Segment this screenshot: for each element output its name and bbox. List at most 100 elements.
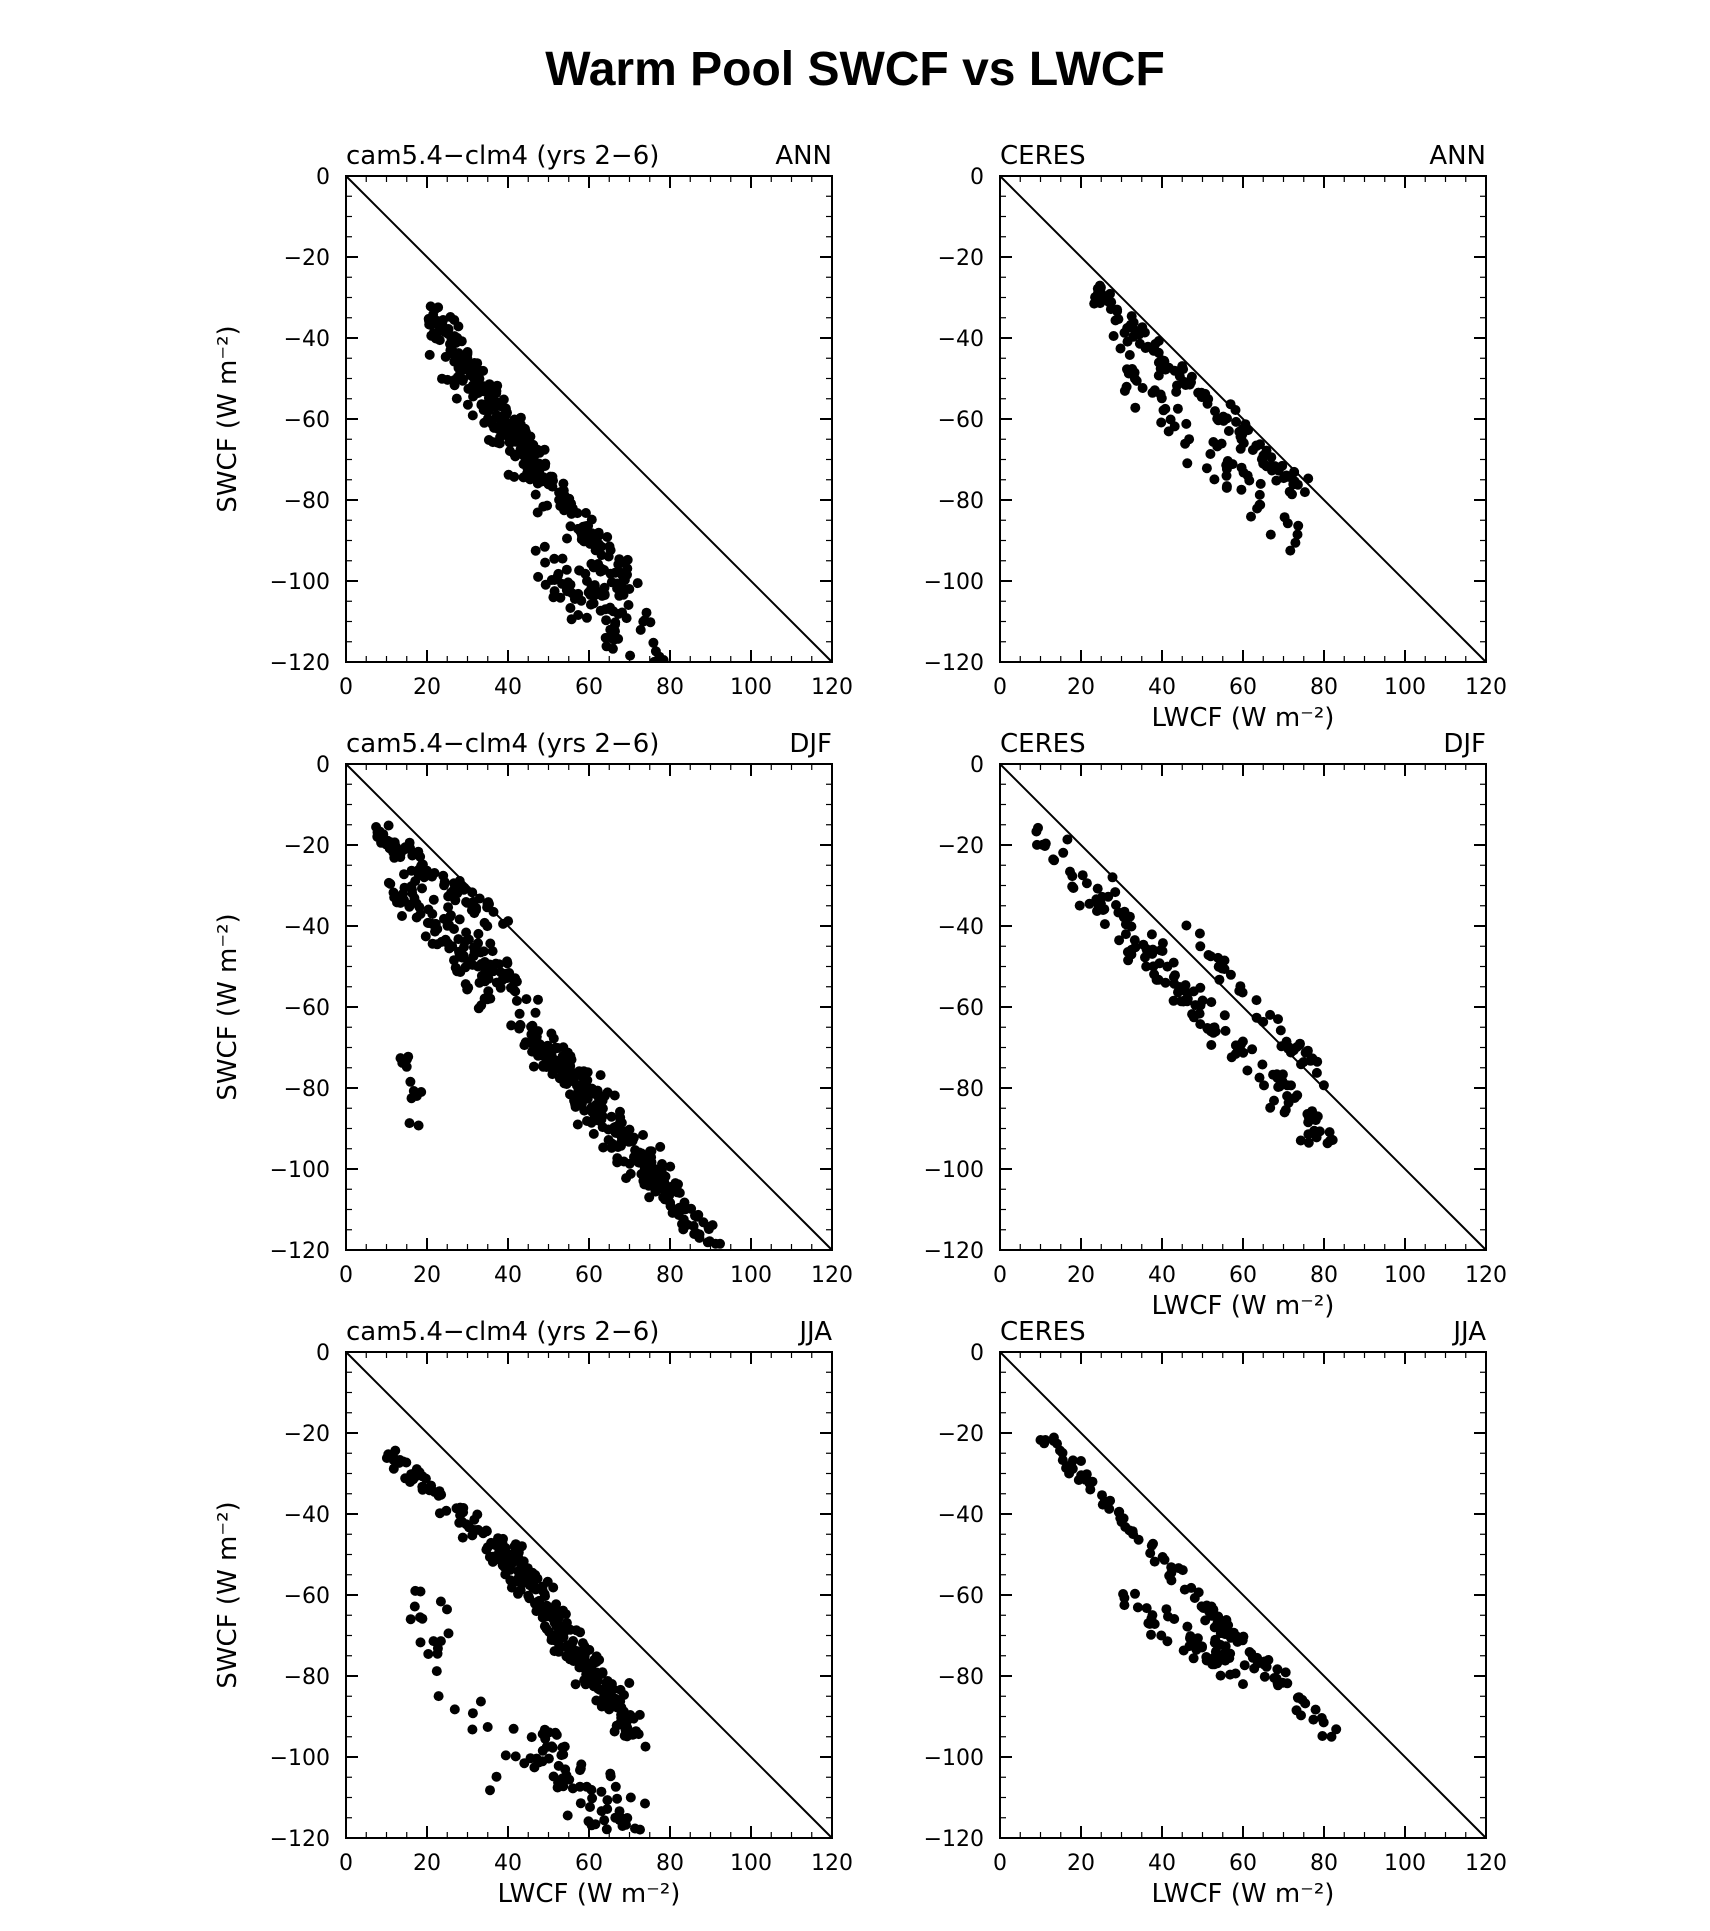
data-point bbox=[1269, 1095, 1279, 1106]
data-point bbox=[1157, 938, 1168, 949]
data-point bbox=[1254, 489, 1265, 500]
data-point bbox=[475, 1696, 486, 1707]
data-point bbox=[1171, 386, 1182, 397]
data-point bbox=[557, 553, 568, 564]
data-point bbox=[566, 508, 577, 519]
data-point bbox=[1266, 452, 1277, 463]
data-point bbox=[1240, 419, 1251, 430]
data-point bbox=[500, 403, 511, 414]
data-point bbox=[1148, 961, 1159, 972]
data-point bbox=[1287, 489, 1297, 500]
data-point bbox=[1292, 1090, 1303, 1101]
data-point bbox=[604, 1699, 615, 1710]
data-point bbox=[1238, 467, 1249, 478]
data-point bbox=[1130, 942, 1141, 953]
data-point bbox=[638, 1130, 648, 1140]
data-point bbox=[1272, 1664, 1283, 1675]
data-point bbox=[1219, 412, 1229, 423]
x-tick-label: 60 bbox=[575, 1851, 603, 1876]
data-point bbox=[619, 1721, 630, 1732]
data-point bbox=[1225, 1669, 1236, 1680]
data-point bbox=[589, 1114, 599, 1125]
data-point bbox=[1203, 950, 1214, 960]
data-point bbox=[1182, 458, 1193, 469]
data-point bbox=[625, 1168, 636, 1179]
data-point bbox=[491, 977, 502, 988]
data-point bbox=[1290, 537, 1301, 548]
y-tick-label: −40 bbox=[284, 1503, 330, 1528]
data-point bbox=[438, 870, 449, 881]
x-tick-label: 20 bbox=[413, 675, 441, 700]
data-point bbox=[1178, 364, 1189, 375]
data-point bbox=[531, 1606, 542, 1617]
data-point bbox=[546, 1632, 557, 1643]
data-point bbox=[493, 1554, 504, 1565]
data-point bbox=[1272, 1678, 1283, 1689]
data-point bbox=[1235, 443, 1246, 454]
data-point bbox=[551, 1599, 562, 1610]
y-tick-label: −20 bbox=[938, 834, 984, 859]
figure-title: Warm Pool SWCF vs LWCF bbox=[545, 43, 1165, 96]
data-point bbox=[479, 417, 490, 428]
data-point bbox=[549, 1646, 560, 1657]
data-point bbox=[536, 1050, 547, 1061]
panel-title-left: cam5.4−clm4 (yrs 2−6) bbox=[346, 729, 659, 759]
data-point bbox=[417, 883, 427, 894]
data-point bbox=[1062, 834, 1073, 845]
data-point bbox=[595, 1093, 606, 1104]
data-point bbox=[621, 1819, 631, 1830]
x-tick-label: 80 bbox=[1310, 1851, 1338, 1876]
data-point bbox=[1303, 1111, 1314, 1122]
data-point bbox=[449, 1704, 460, 1715]
x-tick-label: 0 bbox=[339, 675, 353, 700]
data-point bbox=[1146, 1629, 1156, 1640]
panel-title-right: JJA bbox=[797, 1317, 832, 1347]
data-point bbox=[1057, 1447, 1068, 1458]
data-point bbox=[519, 1758, 530, 1769]
x-tick-label: 20 bbox=[413, 1851, 441, 1876]
data-point bbox=[1193, 387, 1204, 398]
data-point bbox=[1257, 1059, 1268, 1070]
data-point bbox=[1165, 414, 1176, 425]
data-point bbox=[1201, 463, 1212, 474]
y-tick-label: −60 bbox=[938, 996, 984, 1021]
data-point bbox=[1119, 906, 1130, 917]
data-point bbox=[1219, 955, 1230, 966]
data-point bbox=[590, 588, 601, 599]
data-point bbox=[454, 875, 465, 886]
y-tick-label: −80 bbox=[284, 1077, 330, 1102]
data-point bbox=[454, 914, 465, 925]
data-point bbox=[1208, 1022, 1219, 1033]
x-tick-label: 100 bbox=[1384, 1851, 1426, 1876]
data-point bbox=[1259, 1671, 1270, 1682]
x-tick-label: 100 bbox=[730, 1263, 772, 1288]
data-point bbox=[1037, 839, 1048, 850]
data-point bbox=[1131, 375, 1142, 386]
data-point bbox=[1153, 370, 1164, 381]
data-point bbox=[622, 569, 632, 580]
data-point bbox=[427, 938, 438, 949]
data-point bbox=[1221, 482, 1232, 493]
data-point bbox=[539, 444, 550, 455]
data-point bbox=[1324, 1127, 1335, 1138]
data-point bbox=[502, 956, 512, 967]
data-point bbox=[399, 869, 409, 880]
data-point bbox=[483, 435, 494, 445]
data-point bbox=[1311, 1132, 1322, 1143]
data-point bbox=[1238, 1679, 1248, 1690]
data-point bbox=[1318, 1080, 1329, 1091]
data-point bbox=[426, 330, 437, 341]
data-point bbox=[1230, 405, 1241, 415]
data-point bbox=[626, 1132, 637, 1143]
data-point bbox=[1186, 371, 1197, 382]
data-point bbox=[1182, 987, 1192, 998]
data-point bbox=[448, 348, 458, 359]
data-point bbox=[532, 507, 543, 518]
data-point bbox=[1303, 1129, 1314, 1140]
data-point bbox=[689, 1229, 700, 1239]
data-point bbox=[570, 1101, 581, 1112]
data-point bbox=[1275, 1025, 1286, 1036]
data-point bbox=[1255, 478, 1266, 489]
data-point bbox=[457, 952, 468, 963]
data-point bbox=[530, 1598, 540, 1609]
